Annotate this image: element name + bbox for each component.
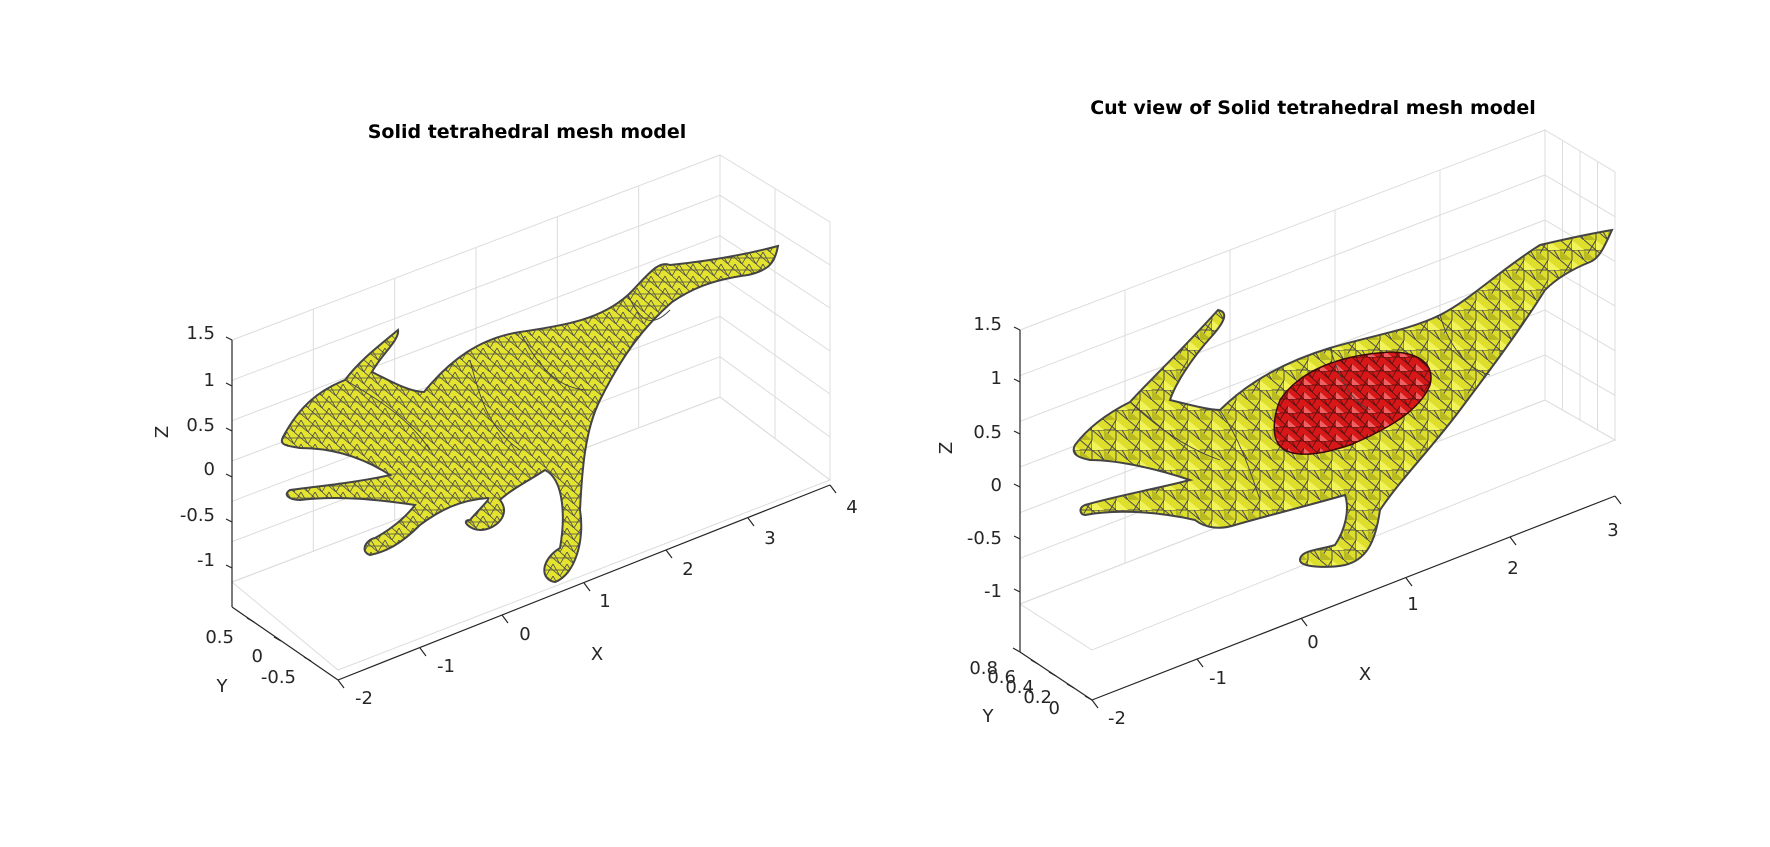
left-axes: Solid tetrahedral mesh model 1.5 1 bbox=[152, 121, 858, 709]
left-y-tick-label: -0.5 bbox=[261, 667, 296, 688]
left-x-tick-label: 3 bbox=[764, 528, 775, 549]
grid-line bbox=[1019, 219, 1546, 422]
right-x-tick-label: 2 bbox=[1507, 558, 1518, 579]
right-z-axis-label: Z bbox=[936, 442, 957, 454]
right-y-axis-label: Y bbox=[982, 706, 995, 727]
right-mesh-surface bbox=[1072, 228, 1614, 568]
left-z-tick-label: 1.5 bbox=[186, 323, 215, 344]
left-z-ticks: 1.5 1 0.5 0 -0.5 -1 bbox=[180, 323, 233, 571]
grid-line bbox=[1019, 174, 1546, 377]
left-x-tick-label: 1 bbox=[599, 591, 610, 612]
left-mesh-surface bbox=[280, 244, 780, 584]
left-x-tick-label: -2 bbox=[355, 688, 373, 709]
right-z-tick-label: 0.5 bbox=[973, 422, 1002, 443]
left-z-tick-label: -0.5 bbox=[180, 505, 215, 526]
left-x-tick-label: 4 bbox=[846, 497, 857, 518]
right-y-tick-label: 0.6 bbox=[987, 667, 1016, 688]
left-x-tick-label: 2 bbox=[682, 559, 693, 580]
right-z-ticks: 1.5 1 0.5 0 -0.5 -1 bbox=[967, 314, 1021, 602]
left-z-tick-label: 1 bbox=[204, 370, 215, 391]
left-z-tick-label: 0 bbox=[204, 459, 215, 480]
right-z-tick-label: -0.5 bbox=[967, 528, 1002, 549]
left-y-ticks: 0.5 0 -0.5 bbox=[205, 617, 312, 688]
right-x-tick-label: 0 bbox=[1307, 632, 1318, 653]
right-y-ticks: 0.8 0.6 0.4 0.2 0 bbox=[969, 647, 1093, 719]
right-title: Cut view of Solid tetrahedral mesh model bbox=[1090, 97, 1536, 119]
left-title: Solid tetrahedral mesh model bbox=[368, 121, 687, 143]
right-y-tick-label: 0.8 bbox=[969, 658, 998, 679]
right-z-tick-label: 1 bbox=[991, 368, 1002, 389]
right-y-tick-label: 0.2 bbox=[1023, 687, 1052, 708]
right-z-tick-label: 1.5 bbox=[973, 314, 1002, 335]
right-x-tick-label: 3 bbox=[1607, 520, 1618, 541]
grid-line bbox=[231, 194, 721, 381]
right-x-ticks: -2 -1 0 1 2 3 bbox=[1091, 495, 1622, 729]
left-z-tick-label: 0.5 bbox=[186, 415, 215, 436]
left-y-tick-label: 0 bbox=[252, 646, 263, 667]
left-x-axis-line bbox=[337, 484, 831, 681]
right-z-tick-label: 0 bbox=[991, 475, 1002, 496]
right-x-axis-label: X bbox=[1359, 664, 1371, 685]
left-z-axis-label: Z bbox=[152, 426, 173, 438]
left-x-tick-label: -1 bbox=[437, 656, 455, 677]
right-x-axis-line bbox=[1091, 495, 1616, 701]
right-y-tick-label: 0 bbox=[1049, 698, 1060, 719]
left-y-axis-label: Y bbox=[216, 676, 229, 697]
left-x-tick-label: 0 bbox=[519, 624, 530, 645]
left-x-ticks: -2 -1 0 1 2 3 4 bbox=[337, 484, 858, 709]
right-y-tick-label: 0.4 bbox=[1005, 677, 1034, 698]
grid-line bbox=[231, 235, 721, 422]
right-axes: Cut view of Solid tetrahedral mesh model… bbox=[936, 97, 1622, 729]
left-x-axis-label: X bbox=[591, 644, 603, 665]
left-z-tick-label: -1 bbox=[197, 550, 215, 571]
right-z-tick-label: -1 bbox=[984, 581, 1002, 602]
left-y-tick-label: 0.5 bbox=[205, 627, 234, 648]
right-x-tick-label: 1 bbox=[1407, 594, 1418, 615]
right-x-tick-label: -2 bbox=[1108, 708, 1126, 729]
right-x-tick-label: -1 bbox=[1209, 668, 1227, 689]
